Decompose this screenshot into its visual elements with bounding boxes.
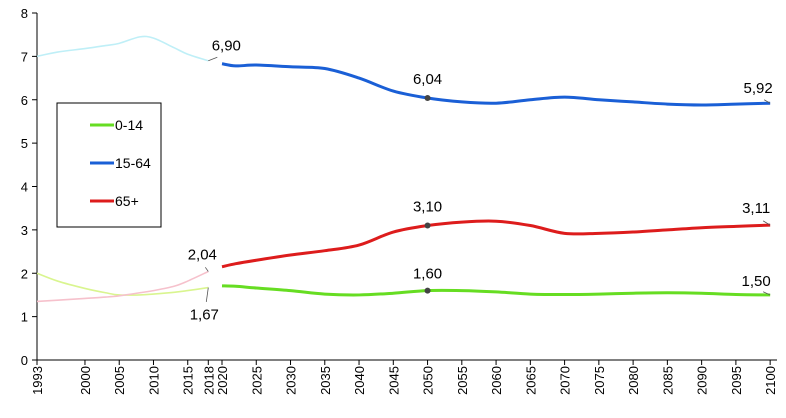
annotation-leader [204, 267, 209, 272]
x-tick-label: 1993 [30, 366, 45, 395]
series-65-historical-line [36, 270, 209, 303]
y-tick-label: 5 [21, 136, 28, 151]
annotation-label: 2,04 [188, 247, 217, 264]
series-0-14-historical-line [36, 272, 209, 296]
x-tick-label: 2065 [523, 366, 538, 395]
series-65-projection-line [221, 219, 771, 269]
legend-label: 65+ [115, 193, 139, 209]
annotation-label: 1,60 [413, 266, 442, 283]
x-tick-label: 2090 [695, 366, 710, 395]
x-tick-label: 2050 [421, 366, 436, 395]
x-tick-label: 2018 [201, 366, 216, 395]
x-tick-label: 2095 [729, 366, 744, 395]
x-tick-label: 2015 [181, 366, 196, 395]
x-tick-label: 2100 [763, 366, 778, 395]
series-15-64-projection-line [221, 62, 771, 107]
annotation-label: 6,90 [212, 38, 241, 55]
x-tick-label: 2045 [386, 366, 401, 395]
annotation-label: 6,04 [413, 71, 442, 88]
annotation-leader [208, 56, 218, 62]
series-15-64-historical-line [36, 35, 209, 62]
legend-label: 15-64 [115, 155, 151, 171]
x-tick-label: 2055 [455, 366, 470, 395]
x-tick-label: 2070 [558, 366, 573, 395]
annotation-marker [424, 95, 431, 102]
annotation-marker [424, 222, 431, 229]
x-tick-label: 2020 [215, 366, 230, 395]
x-tick-label: 2085 [660, 366, 675, 395]
y-tick-label: 1 [21, 310, 28, 325]
y-tick-label: 0 [21, 353, 28, 368]
series-0-14-projection-line [221, 284, 771, 297]
y-tick-label: 7 [21, 49, 28, 64]
x-tick-label: 2005 [112, 366, 127, 395]
legend-label: 0-14 [115, 117, 143, 133]
y-tick-label: 4 [21, 180, 28, 195]
y-tick-label: 8 [21, 6, 28, 21]
annotation-leader [762, 220, 771, 226]
x-tick-label: 2075 [592, 366, 607, 395]
annotation-marker [424, 287, 431, 294]
y-tick-label: 2 [21, 266, 28, 281]
annotation-label: 3,10 [413, 199, 442, 216]
x-tick-label: 2040 [352, 366, 367, 395]
annotation-leader [205, 287, 209, 303]
annotation-label: 1,50 [742, 273, 771, 290]
x-tick-label: 2000 [78, 366, 93, 395]
annotation-label: 1,67 [190, 307, 219, 324]
annotation-leader [762, 291, 771, 296]
x-tick-label: 2080 [626, 366, 641, 395]
x-tick-label: 2035 [318, 366, 333, 395]
x-tick-label: 2060 [489, 366, 504, 395]
x-tick-label: 2010 [146, 366, 161, 395]
y-tick-label: 6 [21, 93, 28, 108]
annotation-leader [763, 99, 771, 104]
y-tick-label: 3 [21, 223, 28, 238]
x-tick-label: 2025 [249, 366, 264, 395]
annotation-label: 3,11 [742, 200, 770, 217]
annotation-label: 5,92 [744, 80, 773, 97]
x-tick-label: 2030 [284, 366, 299, 395]
